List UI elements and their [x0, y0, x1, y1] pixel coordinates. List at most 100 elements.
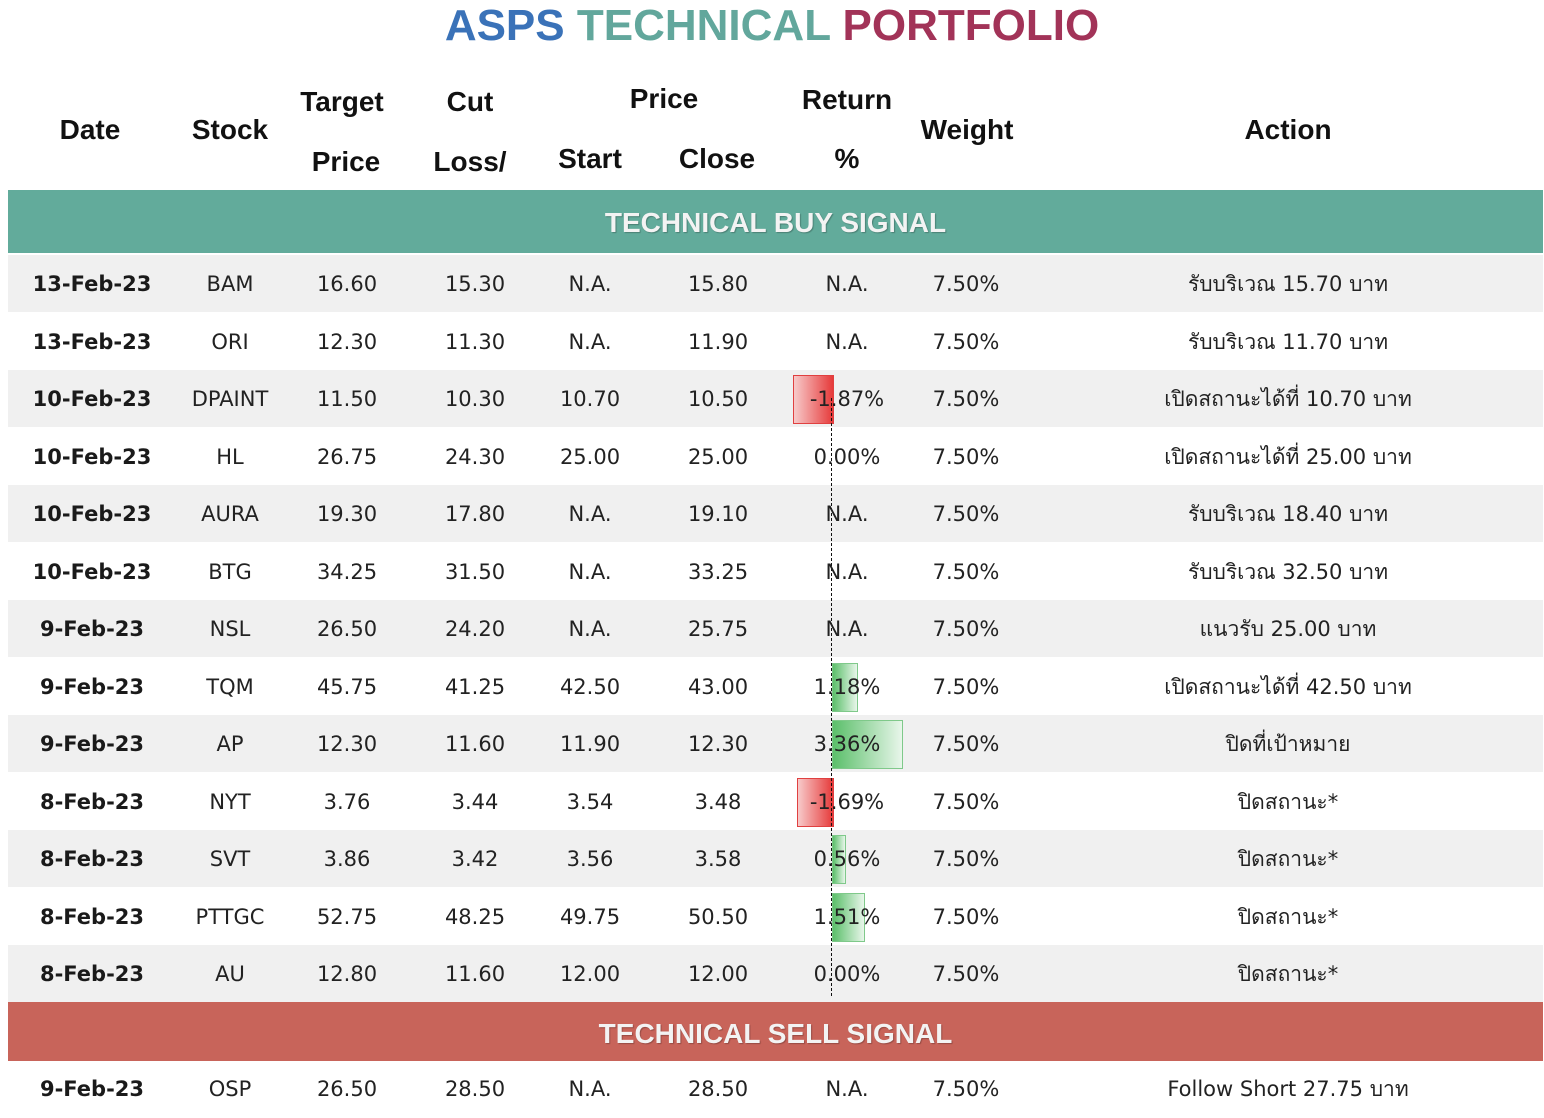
- cell-return: 3.36%: [813, 732, 881, 756]
- title-word-portfolio: PORTFOLIO: [842, 1, 1100, 50]
- header-return-line1: Return: [801, 84, 893, 115]
- cell-weight: 7.50%: [932, 732, 1000, 756]
- cell-weight: 7.50%: [932, 847, 1000, 871]
- cell-date: 13-Feb-23: [32, 329, 152, 354]
- cell-price-close: 12.30: [687, 732, 749, 756]
- cell-price-start: N.A.: [568, 559, 612, 584]
- buy-signal-band: TECHNICAL BUY SIGNAL: [8, 190, 1543, 253]
- cell-action: รับบริเวณ 11.70 บาท: [1187, 329, 1389, 354]
- cell-return: 1.18%: [813, 674, 881, 699]
- positive-return-bar: [832, 892, 866, 942]
- cell-cut-loss: 11.60: [444, 732, 506, 756]
- table-row: 8-Feb-23 SVT 3.86 3.42 3.56 3.58 0.56% 7.50% ปิด…: [8, 830, 1543, 887]
- cell-price-close: 19.10: [687, 502, 749, 526]
- header-stock: Stock: [191, 114, 269, 145]
- cell-price-start: 3.54: [566, 789, 614, 814]
- cell-action: Follow Short 27.75 บาท: [1167, 1077, 1409, 1101]
- cell-stock: BTG: [208, 559, 252, 584]
- cell-price-close: 3.58: [694, 847, 742, 871]
- cell-price-close: 11.90: [687, 329, 749, 354]
- cell-target-price: 45.75: [316, 674, 378, 699]
- return-zero-axis: [831, 398, 832, 996]
- cell-weight: 7.50%: [932, 387, 1000, 411]
- table-row: 10-Feb-23 AURA 19.30 17.80 N.A. 19.10 N.A. 7.50…: [8, 485, 1543, 542]
- cell-cut-loss: 3.42: [451, 847, 499, 871]
- table-row: 8-Feb-23 AU 12.80 11.60 12.00 12.00 0.00% 7.50%…: [8, 945, 1543, 1002]
- cell-price-start: 3.56: [566, 847, 614, 871]
- cell-return: N.A.: [825, 272, 869, 296]
- header-date: Date: [59, 114, 121, 145]
- positive-return-bar: [832, 720, 904, 769]
- cell-stock: NYT: [209, 789, 251, 814]
- cell-date: 10-Feb-23: [32, 387, 152, 411]
- cell-target-price: 26.75: [316, 444, 378, 469]
- header-weight: Weight: [920, 114, 1014, 145]
- cell-weight: 7.50%: [932, 272, 1000, 296]
- header-cut-line1: Cut: [446, 86, 494, 117]
- cell-date: 9-Feb-23: [39, 1077, 145, 1101]
- cell-action: แนวรับ 25.00 บาท: [1199, 617, 1377, 641]
- table-row: 9-Feb-23 AP 12.30 11.60 11.90 12.30 3.36% 7.50%…: [8, 715, 1543, 772]
- cell-price-start: 10.70: [559, 387, 621, 411]
- cell-cut-loss: 31.50: [444, 559, 506, 584]
- header-cut-line2: Loss/: [433, 146, 507, 177]
- cell-cut-loss: 3.44: [451, 789, 499, 814]
- cell-target-price: 26.50: [316, 1077, 378, 1101]
- cell-weight: 7.50%: [932, 559, 1000, 584]
- cell-action: ปิดที่เป้าหมาย: [1225, 732, 1351, 756]
- cell-target-price: 16.60: [316, 272, 378, 296]
- table-row: 10-Feb-23 HL 26.75 24.30 25.00 25.00 0.00% 7.50…: [8, 428, 1543, 485]
- cell-stock: OSP: [208, 1077, 252, 1101]
- cell-action: เปิดสถานะได้ที่ 10.70 บาท: [1164, 387, 1412, 411]
- cell-cut-loss: 17.80: [444, 502, 506, 526]
- cell-target-price: 3.76: [323, 789, 371, 814]
- cell-price-start: 42.50: [559, 674, 621, 699]
- cell-stock: PTTGC: [195, 904, 265, 929]
- cell-cut-loss: 24.30: [444, 444, 506, 469]
- cell-price-start: N.A.: [568, 617, 612, 641]
- cell-target-price: 12.30: [316, 732, 378, 756]
- cell-date: 10-Feb-23: [32, 502, 152, 526]
- cell-stock: DPAINT: [191, 387, 269, 411]
- cell-target-price: 52.75: [316, 904, 378, 929]
- cell-date: 8-Feb-23: [39, 904, 145, 929]
- sell-signal-band: TECHNICAL SELL SIGNAL: [8, 1002, 1543, 1061]
- cell-weight: 7.50%: [932, 789, 1000, 814]
- cell-price-close: 33.25: [687, 559, 749, 584]
- cell-target-price: 19.30: [316, 502, 378, 526]
- cell-price-start: 11.90: [559, 732, 621, 756]
- cell-target-price: 26.50: [316, 617, 378, 641]
- cell-target-price: 12.30: [316, 329, 378, 354]
- negative-return-bar: [793, 375, 834, 424]
- table-row: 9-Feb-23 OSP 26.50 28.50 N.A. 28.50 N.A. 7.50% F…: [8, 1060, 1543, 1117]
- cell-return: N.A.: [825, 502, 869, 526]
- page-title: ASPS TECHNICAL PORTFOLIO: [0, 0, 1544, 56]
- cell-weight: 7.50%: [932, 444, 1000, 469]
- table-row: 13-Feb-23 BAM 16.60 15.30 N.A. 15.80 N.A. 7.50%…: [8, 255, 1543, 312]
- table-row: 9-Feb-23 NSL 26.50 24.20 N.A. 25.75 N.A. 7.50% แ…: [8, 600, 1543, 657]
- cell-weight: 7.50%: [932, 674, 1000, 699]
- cell-price-start: N.A.: [568, 272, 612, 296]
- cell-stock: BAM: [206, 272, 254, 296]
- cell-price-start: 25.00: [559, 444, 621, 469]
- cell-price-close: 15.80: [687, 272, 749, 296]
- cell-date: 9-Feb-23: [39, 617, 145, 641]
- cell-action: รับบริเวณ 15.70 บาท: [1187, 272, 1389, 296]
- cell-price-close: 50.50: [687, 904, 749, 929]
- cell-weight: 7.50%: [932, 904, 1000, 929]
- cell-price-start: 49.75: [559, 904, 621, 929]
- cell-return: N.A.: [825, 329, 869, 354]
- cell-stock: ORI: [211, 329, 249, 354]
- header-target-line1: Target: [300, 86, 384, 117]
- table-row: 10-Feb-23 BTG 34.25 31.50 N.A. 33.25 N.A. 7.50%…: [8, 543, 1543, 600]
- cell-weight: 7.50%: [932, 1077, 1000, 1101]
- table-row: 13-Feb-23 ORI 12.30 11.30 N.A. 11.90 N.A. 7.50%…: [8, 313, 1543, 370]
- cell-date: 8-Feb-23: [39, 962, 145, 986]
- cell-stock: AP: [216, 732, 244, 756]
- cell-price-close: 28.50: [687, 1077, 749, 1101]
- cell-weight: 7.50%: [932, 962, 1000, 986]
- cell-return: 1.51%: [813, 904, 881, 929]
- cell-action: ปิดสถานะ*: [1237, 789, 1339, 814]
- table-row: 8-Feb-23 NYT 3.76 3.44 3.54 3.48 -1.69% 7.50% ปิ…: [8, 773, 1543, 830]
- cell-date: 9-Feb-23: [39, 732, 145, 756]
